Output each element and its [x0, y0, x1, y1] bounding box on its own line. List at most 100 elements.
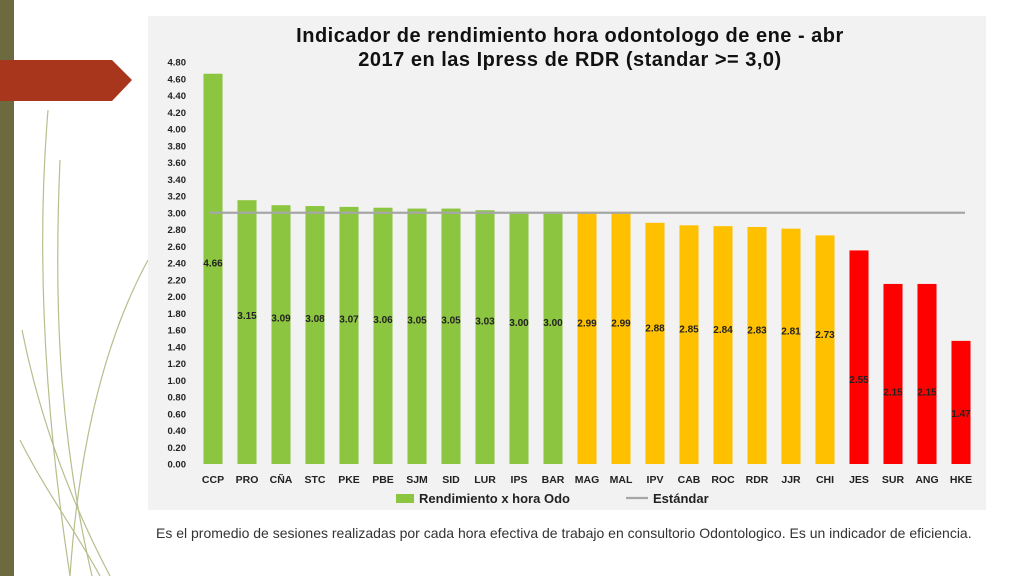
y-tick-label: 3.40 — [168, 175, 187, 186]
bar-roc — [713, 226, 733, 464]
data-label: 3.07 — [339, 315, 359, 326]
data-label: 2.83 — [747, 326, 767, 337]
chart-title-line-2: 2017 en las Ipress de RDR (standar >= 3,… — [358, 49, 781, 71]
bar-lur — [475, 210, 495, 464]
x-category-label: IPS — [511, 474, 528, 486]
y-tick-label: 0.20 — [168, 443, 187, 454]
x-category-label: MAL — [610, 474, 633, 486]
y-tick-label: 2.40 — [168, 259, 187, 270]
x-category-label: PBE — [372, 474, 394, 486]
bar-mag — [577, 213, 597, 464]
data-label: 2.85 — [679, 325, 699, 336]
bar-sur — [883, 283, 903, 464]
x-category-label: ROC — [711, 474, 735, 486]
x-category-label: HKE — [950, 474, 972, 486]
y-tick-label: 0.40 — [168, 426, 187, 437]
data-label: 2.84 — [713, 325, 733, 336]
x-category-label: MAG — [575, 474, 600, 486]
x-category-label: LUR — [474, 474, 496, 486]
bar-stc — [305, 206, 325, 465]
y-tick-label: 4.60 — [168, 74, 187, 85]
data-label: 2.15 — [917, 388, 937, 399]
bar-ips — [509, 212, 529, 464]
bar-pbe — [373, 207, 393, 464]
y-tick-label: 4.20 — [168, 108, 187, 119]
y-tick-label: 3.20 — [168, 192, 187, 203]
bar-pro — [237, 200, 257, 464]
x-category-label: SUR — [882, 474, 905, 486]
bar-jjr — [781, 228, 801, 464]
bar-cab — [679, 225, 699, 464]
data-label: 2.55 — [849, 375, 869, 386]
y-tick-label: 1.60 — [168, 326, 187, 337]
y-tick-label: 4.40 — [168, 91, 187, 102]
slide-caption: Es el promedio de sesiones realizadas po… — [156, 525, 972, 541]
bar-ang — [917, 283, 937, 464]
x-category-label: CHI — [816, 474, 834, 486]
y-tick-label: 1.20 — [168, 359, 187, 370]
data-label: 2.73 — [815, 330, 835, 341]
bar-chart: Indicador de rendimiento hora odontologo… — [168, 25, 973, 506]
data-label: 1.47 — [951, 409, 971, 420]
y-tick-label: 2.20 — [168, 275, 187, 286]
y-tick-label: 4.00 — [168, 125, 187, 136]
bar-hke — [951, 340, 971, 464]
bar-ipv — [645, 222, 665, 464]
x-category-label: SJM — [406, 474, 428, 486]
bars — [203, 73, 971, 465]
y-tick-label: 2.60 — [168, 242, 187, 253]
legend-label-line: Estándar — [653, 491, 709, 506]
bar-pke — [339, 206, 359, 464]
bar-bar — [543, 212, 563, 464]
bar-chi — [815, 235, 835, 464]
chart-panel: Indicador de rendimiento hora odontologo… — [148, 16, 986, 510]
y-tick-label: 1.40 — [168, 342, 187, 353]
bar-jes — [849, 250, 869, 464]
data-label: 2.15 — [883, 388, 903, 399]
data-label: 3.03 — [475, 316, 495, 327]
data-label: 3.15 — [237, 311, 257, 322]
x-category-label: PKE — [338, 474, 360, 486]
data-label: 3.00 — [543, 318, 563, 329]
data-label: 3.05 — [441, 316, 461, 327]
data-label: 3.05 — [407, 316, 427, 327]
bar-sid — [441, 208, 461, 464]
data-label: 2.81 — [781, 327, 801, 338]
legend: Rendimiento x hora Odo Estándar — [396, 491, 709, 506]
y-tick-label: 0.60 — [168, 409, 187, 420]
x-axis-categories: CCP PRO CÑA STC PKE PBE SJM SID LUR IPS BAR MAG MAL I… — [202, 473, 972, 486]
x-category-label: PRO — [236, 474, 259, 486]
data-label: 3.09 — [271, 314, 291, 325]
y-tick-label: 3.80 — [168, 141, 187, 152]
x-category-label: JES — [849, 474, 869, 486]
legend-label-bar: Rendimiento x hora Odo — [419, 491, 570, 506]
y-tick-label: 3.60 — [168, 158, 187, 169]
y-tick-label: 2.00 — [168, 292, 187, 303]
slide-decoration — [0, 60, 148, 576]
y-tick-label: 3.00 — [168, 208, 187, 219]
data-label: 3.08 — [305, 314, 325, 325]
y-tick-label: 1.00 — [168, 376, 187, 387]
x-category-label: CÑA — [270, 473, 293, 486]
chart-title-line-1: Indicador de rendimiento hora odontologo… — [296, 25, 844, 47]
bar-ccp — [203, 73, 223, 464]
x-category-label: CAB — [678, 474, 701, 486]
bar-rdr — [747, 226, 767, 464]
legend-swatch-bar — [396, 494, 414, 503]
slide-left-bar — [0, 0, 14, 576]
y-tick-label: 4.80 — [168, 58, 187, 69]
bar-mal — [611, 213, 631, 464]
x-category-label: STC — [305, 474, 326, 486]
y-tick-label: 0.80 — [168, 393, 187, 404]
x-category-label: RDR — [746, 474, 769, 486]
data-label: 3.06 — [373, 315, 393, 326]
data-label: 3.00 — [509, 318, 529, 329]
data-labels: 4.66 3.15 3.09 3.08 3.07 3.06 3.05 3.05 3.03 3.00… — [203, 258, 971, 420]
y-tick-label: 0.00 — [168, 460, 187, 471]
x-category-label: BAR — [542, 474, 565, 486]
accent-arrow — [0, 60, 132, 101]
y-axis-ticks: 0.00 0.20 0.40 0.60 0.80 1.00 1.20 1.40 1.60 1.80… — [168, 58, 187, 471]
data-label: 2.88 — [645, 323, 665, 334]
data-label: 2.99 — [577, 318, 597, 329]
data-label: 2.99 — [611, 318, 631, 329]
